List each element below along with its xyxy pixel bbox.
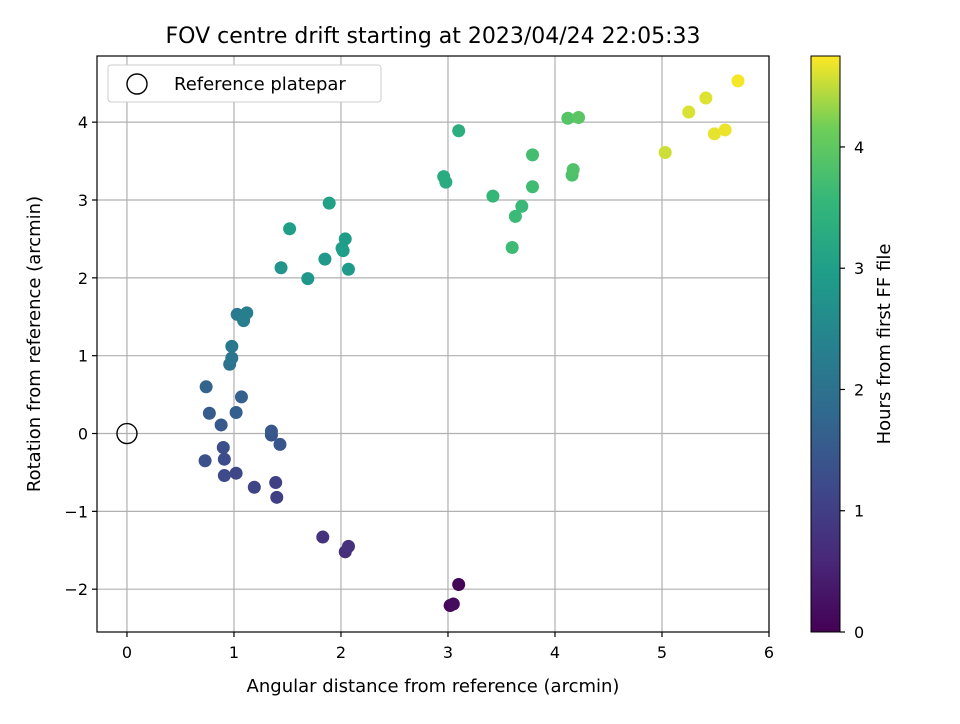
data-point [316, 530, 330, 544]
legend-marker-reference [126, 73, 148, 95]
y-axis-label: Rotation from reference (arcmin) [24, 196, 45, 492]
data-point [526, 148, 540, 162]
data-point [699, 91, 713, 105]
colorbar-tick-label: 1 [854, 502, 864, 521]
plot-area: 0 1 2 3 4 5 6 −2 −1 0 1 2 3 4 [64, 55, 774, 662]
data-point [198, 454, 212, 468]
data-point [566, 163, 580, 177]
colorbar-tick-label: 2 [854, 380, 864, 399]
colorbar-tick-label: 0 [854, 623, 864, 642]
plot-frame [97, 56, 769, 632]
data-point [452, 124, 466, 138]
data-point [225, 351, 239, 365]
data-point [217, 469, 231, 483]
x-tick-label: 4 [550, 643, 560, 662]
data-point [229, 405, 243, 419]
data-point [561, 111, 575, 125]
data-point [658, 146, 672, 160]
data-point [336, 244, 350, 258]
data-point [273, 437, 287, 451]
colorbar: 0 1 2 3 4 Hours from first FF file [810, 55, 895, 642]
data-point [202, 406, 216, 420]
data-point [682, 105, 696, 119]
data-point [318, 252, 332, 266]
colorbar-label: Hours from first FF file [874, 244, 895, 445]
colorbar-ticks: 0 1 2 3 4 [840, 138, 864, 642]
y-tick-label: −2 [64, 580, 88, 599]
data-point [341, 262, 355, 276]
data-point [338, 232, 352, 246]
data-point [274, 261, 288, 275]
data-point [199, 380, 213, 394]
data-point [269, 476, 283, 490]
data-points [116, 74, 745, 613]
data-point [234, 390, 248, 404]
data-point [322, 196, 336, 210]
x-axis-label: Angular distance from reference (arcmin) [247, 676, 620, 697]
y-tick-label: 1 [78, 347, 88, 366]
legend-label-reference: Reference platepar [174, 74, 346, 95]
x-tick-label: 2 [336, 643, 346, 662]
colorbar-tick-label: 4 [854, 138, 864, 157]
data-point [301, 272, 315, 286]
data-point [505, 240, 519, 254]
colorbar-gradient [810, 55, 841, 633]
data-point [515, 199, 529, 213]
data-point [341, 539, 355, 553]
y-tick-label: 2 [78, 269, 88, 288]
data-point [731, 74, 745, 88]
data-point [572, 110, 586, 124]
legend-box [107, 64, 382, 103]
y-tick-label: 4 [78, 113, 88, 132]
y-tick-label: −1 [64, 502, 88, 521]
reference-platepar-marker [116, 422, 138, 445]
x-tick-label: 0 [122, 643, 132, 662]
data-point [439, 175, 453, 189]
chart-title: FOV centre drift starting at 2023/04/24 … [166, 24, 701, 49]
data-point [264, 424, 278, 438]
data-point [216, 441, 230, 455]
data-point [508, 209, 522, 223]
plot-border [96, 55, 770, 633]
data-point [718, 123, 732, 137]
y-tick-label: 3 [78, 191, 88, 210]
data-point [229, 466, 243, 480]
data-point [247, 480, 261, 494]
x-tick-label: 5 [657, 643, 667, 662]
data-point [486, 189, 500, 203]
data-point [707, 127, 721, 141]
data-point [270, 490, 284, 504]
x-tick-label: 3 [443, 643, 453, 662]
legend: Reference platepar [107, 64, 382, 103]
data-point [214, 418, 228, 432]
x-tick-label: 1 [229, 643, 239, 662]
colorbar-tick-label: 3 [854, 259, 864, 278]
data-point [225, 339, 239, 353]
data-point [446, 597, 460, 611]
data-point [217, 452, 231, 466]
x-tick-label: 6 [764, 643, 774, 662]
x-axis-ticks: 0 1 2 3 4 5 6 [122, 632, 774, 662]
data-point [283, 222, 297, 236]
data-point [452, 578, 466, 592]
y-axis-ticks: −2 −1 0 1 2 3 4 [64, 113, 97, 599]
data-point [526, 180, 540, 194]
y-tick-label: 0 [78, 425, 88, 444]
data-point [240, 306, 254, 320]
